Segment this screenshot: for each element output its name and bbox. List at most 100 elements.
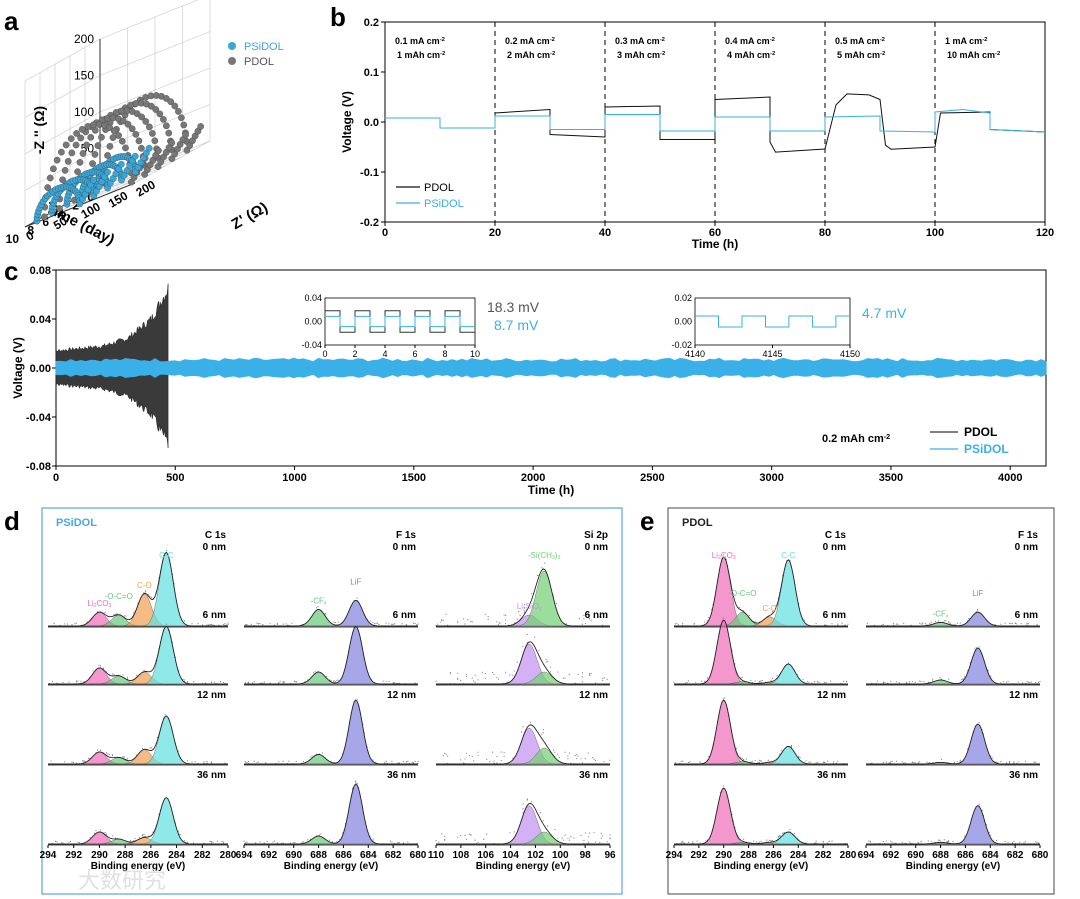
raw-data-point [523,611,526,614]
raw-data-point [413,622,415,624]
raw-data-point [606,841,608,843]
raw-data-point [892,622,895,625]
raw-data-point [286,624,289,626]
raw-data-point [256,622,258,624]
raw-data-point [536,574,539,577]
x-tick-label: 294 [666,850,683,861]
raw-data-point [294,842,296,844]
raw-data-point [815,762,817,764]
raw-data-point [257,623,260,625]
raw-data-point [328,839,331,841]
raw-data-point [80,680,82,682]
raw-data-point [496,621,498,623]
raw-data-point [939,840,941,842]
raw-data-point [486,833,488,835]
raw-data-point [948,841,950,843]
raw-data-point [227,624,229,626]
raw-data-point [263,681,265,683]
raw-data-point [523,604,526,606]
raw-data-point [278,761,280,763]
raw-data-point [581,762,584,764]
x-axis-label: Binding energy (eV) [91,861,185,872]
raw-data-point [603,676,605,679]
raw-data-point [186,760,189,762]
raw-data-point [375,622,377,625]
raw-data-point [259,622,261,625]
raw-data-point [567,755,569,757]
raw-data-point [587,614,589,616]
raw-data-point [609,838,611,840]
raw-data-point [302,760,305,763]
raw-data-point [593,758,595,760]
y-tick-label: -0.08 [26,461,51,473]
nyquist-point-pdol [151,137,159,145]
nyquist-point-pdol [84,123,92,130]
raw-data-point [674,623,677,625]
raw-data-point [75,622,78,624]
raw-data-point [474,681,476,683]
peak-fill-lif [866,805,1040,845]
raw-data-point [741,676,743,679]
raw-data-point [1013,840,1015,842]
raw-data-point [212,841,214,843]
raw-data-point [462,618,465,620]
inset-x-tick-label: 10 [470,349,480,359]
raw-data-point [68,841,70,843]
raw-data-point [192,681,195,683]
raw-data-point [1008,622,1011,624]
raw-data-point [605,616,607,618]
raw-data-point [460,759,462,761]
raw-data-point [895,760,898,762]
x-tick-label: 690 [907,850,924,861]
raw-data-point [779,835,781,837]
raw-data-point [926,761,928,763]
raw-data-point [227,622,229,624]
x-tick-label: 280 [220,850,237,861]
raw-data-point [392,623,394,625]
envelope-fit-line [674,787,848,845]
x-tick-label: 100 [552,850,569,861]
raw-data-point [394,682,396,684]
nyquist-tail-point-pdol [182,131,189,139]
raw-data-point [568,839,571,841]
inset-series-line [695,315,850,328]
raw-data-point [269,622,271,624]
raw-data-point [534,636,536,638]
raw-data-point [599,842,601,844]
raw-data-point [844,624,846,626]
rate-capacity-label: 4 mAh cm-2 [727,50,776,60]
raw-data-point [703,621,706,623]
nyquist-point-pdol [64,158,72,165]
y-axis-label: Voltage (V) [11,337,25,399]
raw-data-point [477,841,479,844]
nyquist-point-pdol [41,213,48,221]
raw-data-point [203,762,205,764]
envelope-fit-line [244,599,418,627]
raw-data-point [210,842,213,844]
raw-data-point [787,662,790,664]
rate-capacity-label: 1 mAh cm-2 [397,50,446,60]
raw-data-point [441,619,443,621]
raw-data-point [355,781,357,783]
depth-label: 0 nm [393,542,416,553]
raw-data-point [901,761,903,763]
peak-fill-cc [48,626,228,685]
raw-data-point [577,673,579,676]
panel-title: PDOL [682,517,713,529]
tick-label-time: 2 [72,198,79,212]
raw-data-point [385,622,387,624]
raw-data-point [522,808,524,810]
raw-data-point [372,621,374,624]
raw-data-point [814,681,816,683]
raw-data-point [243,840,245,842]
raw-data-point [758,680,761,683]
raw-data-point [1016,623,1018,625]
raw-data-point [888,762,890,764]
raw-data-point [699,842,701,844]
raw-data-point [263,842,265,844]
depth-label: 36 nm [579,770,608,781]
x-tick-label: 3500 [879,472,903,484]
raw-data-point [1004,840,1006,843]
peak-fill-lif [866,647,1040,685]
raw-data-point [1026,624,1028,626]
